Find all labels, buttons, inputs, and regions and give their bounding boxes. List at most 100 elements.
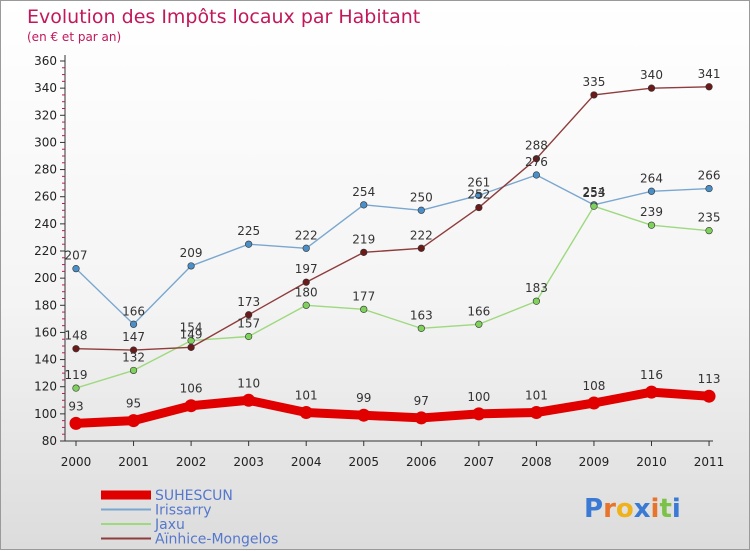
data-point xyxy=(702,389,716,403)
data-point xyxy=(414,411,428,425)
x-tick-label: 2009 xyxy=(579,455,610,469)
x-tick-label: 2005 xyxy=(348,455,379,469)
logo-letter: t xyxy=(659,494,671,524)
x-tick-label: 2002 xyxy=(176,455,207,469)
data-point xyxy=(532,297,541,305)
y-tick-label: 260 xyxy=(34,190,57,204)
data-label: 100 xyxy=(467,390,490,404)
data-point xyxy=(69,416,83,430)
data-label: 335 xyxy=(582,75,605,89)
data-label: 222 xyxy=(410,228,433,242)
data-label: 261 xyxy=(467,175,490,189)
y-tick-label: 120 xyxy=(34,380,57,394)
data-point xyxy=(302,244,310,252)
data-label: 154 xyxy=(180,321,203,335)
data-label: 222 xyxy=(295,228,318,242)
data-point xyxy=(357,408,371,422)
y-tick-label: 240 xyxy=(34,217,57,231)
data-label: 253 xyxy=(582,186,605,200)
y-tick-label: 100 xyxy=(34,407,57,421)
logo-text: Proxiti xyxy=(584,494,681,524)
y-tick-label: 160 xyxy=(34,325,57,339)
y-tick-label: 140 xyxy=(34,353,57,367)
data-point xyxy=(245,311,253,319)
data-label: 225 xyxy=(237,224,260,238)
axes: 80 100 120 140 160 180 200 220 240 260 280 300 320 34… xyxy=(34,54,724,469)
y-tick-label: 220 xyxy=(34,244,57,258)
data-point xyxy=(475,320,483,328)
legend-label: SUHESCUN xyxy=(155,488,233,504)
y-tick-label: 180 xyxy=(34,298,57,312)
data-point xyxy=(705,227,713,235)
data-label: 209 xyxy=(180,246,203,260)
data-label: 147 xyxy=(122,330,145,344)
data-point xyxy=(187,343,195,351)
data-label: 149 xyxy=(180,327,203,341)
logo-letter: o xyxy=(616,494,634,524)
data-point xyxy=(302,301,310,309)
series-irissarry xyxy=(72,171,713,328)
data-point xyxy=(532,155,541,163)
data-label: 180 xyxy=(295,285,318,299)
legend-label: Irissarry xyxy=(155,503,212,519)
data-point xyxy=(245,332,253,341)
data-label: 254 xyxy=(352,185,375,199)
data-label: 148 xyxy=(65,329,88,343)
data-label: 239 xyxy=(640,205,663,219)
series-layer xyxy=(69,83,716,430)
data-point xyxy=(129,320,138,328)
data-point xyxy=(184,399,198,413)
data-point xyxy=(417,206,425,214)
data-point xyxy=(242,393,256,407)
logo-letter: i xyxy=(672,494,681,524)
data-point xyxy=(705,83,713,91)
x-tick-label: 2010 xyxy=(636,455,667,469)
y-tick-label: 80 xyxy=(42,434,57,448)
data-point xyxy=(72,345,80,353)
data-label: 108 xyxy=(582,379,605,393)
data-label: 106 xyxy=(180,382,203,396)
data-point xyxy=(647,187,656,195)
series-line xyxy=(75,174,710,325)
logo-letter: x xyxy=(634,494,651,524)
data-label: 252 xyxy=(467,188,490,202)
series-a-nhice-mongelos xyxy=(72,83,713,354)
data-point xyxy=(587,396,601,410)
data-label: 276 xyxy=(525,155,548,169)
data-point xyxy=(475,191,483,199)
data-labels: 207 166 209 225 222 254 250 261 276 254 264 266 119 1… xyxy=(65,67,721,414)
legend-label: Aïnhice-Mongelos xyxy=(155,532,278,548)
data-point xyxy=(529,406,543,419)
data-label: 183 xyxy=(525,281,548,295)
data-label: 197 xyxy=(295,262,318,276)
legend-label: Jaxu xyxy=(154,517,185,533)
data-point xyxy=(705,184,713,193)
data-label: 166 xyxy=(467,304,490,318)
data-label: 119 xyxy=(65,368,88,382)
data-label: 166 xyxy=(122,304,145,318)
y-tick-label: 300 xyxy=(34,135,57,149)
proxiti-logo: Proxiti xyxy=(584,494,681,524)
data-label: 266 xyxy=(698,169,721,183)
series-line xyxy=(75,205,710,389)
logo-letter: i xyxy=(651,494,660,524)
data-label: 132 xyxy=(122,350,145,364)
series-line xyxy=(71,387,714,428)
data-label: 116 xyxy=(640,368,663,382)
data-point xyxy=(475,203,483,212)
data-label: 101 xyxy=(295,389,318,403)
data-point xyxy=(360,305,368,313)
data-point xyxy=(129,366,138,375)
data-label: 173 xyxy=(237,295,260,309)
data-point xyxy=(299,406,313,419)
data-label: 95 xyxy=(126,397,141,411)
data-label: 250 xyxy=(410,190,433,204)
data-point xyxy=(187,262,195,270)
data-label: 340 xyxy=(640,68,663,82)
data-label: 207 xyxy=(65,249,88,263)
data-point xyxy=(472,407,486,421)
data-label: 264 xyxy=(640,171,663,185)
data-label: 93 xyxy=(68,399,83,413)
